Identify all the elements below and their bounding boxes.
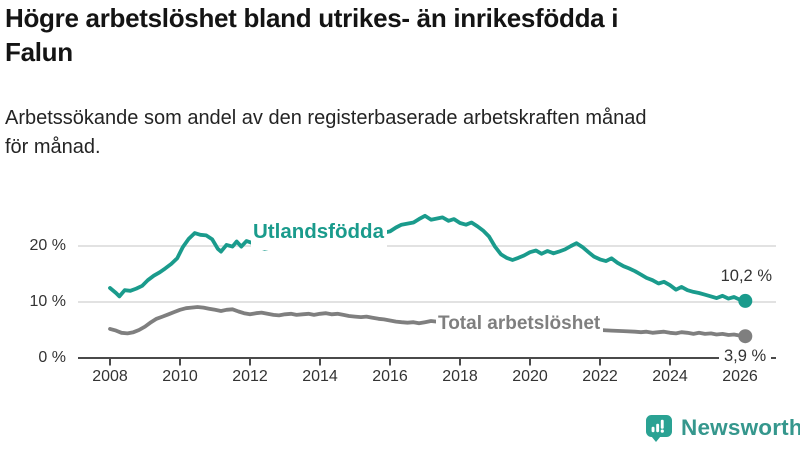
chart-title: Högre arbetslöshet bland utrikes- än inr…	[5, 1, 618, 69]
series-label-total-arbetsloshet: Total arbetslöshet	[436, 313, 604, 336]
x-tick-label: 2018	[442, 368, 478, 385]
chart-title-line2: Falun	[5, 37, 73, 67]
x-tick-label: 2022	[582, 368, 618, 385]
x-tick-label: 2024	[652, 368, 688, 385]
chart-subtitle: Arbetssökande som andel av den registerb…	[5, 104, 647, 162]
newsworthy-logo-text: Newsworthy	[681, 415, 800, 440]
chart-subtitle-line2: för månad.	[5, 136, 101, 158]
chart-title-line1: Högre arbetslöshet bland utrikes- än inr…	[5, 3, 619, 33]
y-tick-label: 10 %	[29, 293, 66, 310]
x-tick-label: 2020	[512, 368, 548, 385]
x-tick-label: 2026	[722, 368, 758, 385]
x-tick-label: 2008	[92, 368, 128, 385]
chart-subtitle-line1: Arbetssökande som andel av den registerb…	[5, 107, 647, 129]
newsworthy-logo: Newsworthy	[645, 414, 800, 442]
x-tick-label: 2010	[162, 368, 198, 385]
x-tick-label: 2016	[372, 368, 408, 385]
y-tick-label: 0 %	[38, 349, 66, 366]
end-value-label-total-arbetsloshet: 3,9 %	[719, 347, 772, 366]
series-label-utlandsfodda: Utlandsfödda	[251, 220, 387, 250]
x-tick-label: 2014	[302, 368, 338, 385]
y-tick-label: 20 %	[29, 237, 66, 254]
newsworthy-logo-icon	[646, 415, 672, 442]
end-value-label-utlandsfodda: 10,2 %	[720, 267, 772, 285]
x-tick-label: 2012	[232, 368, 268, 385]
